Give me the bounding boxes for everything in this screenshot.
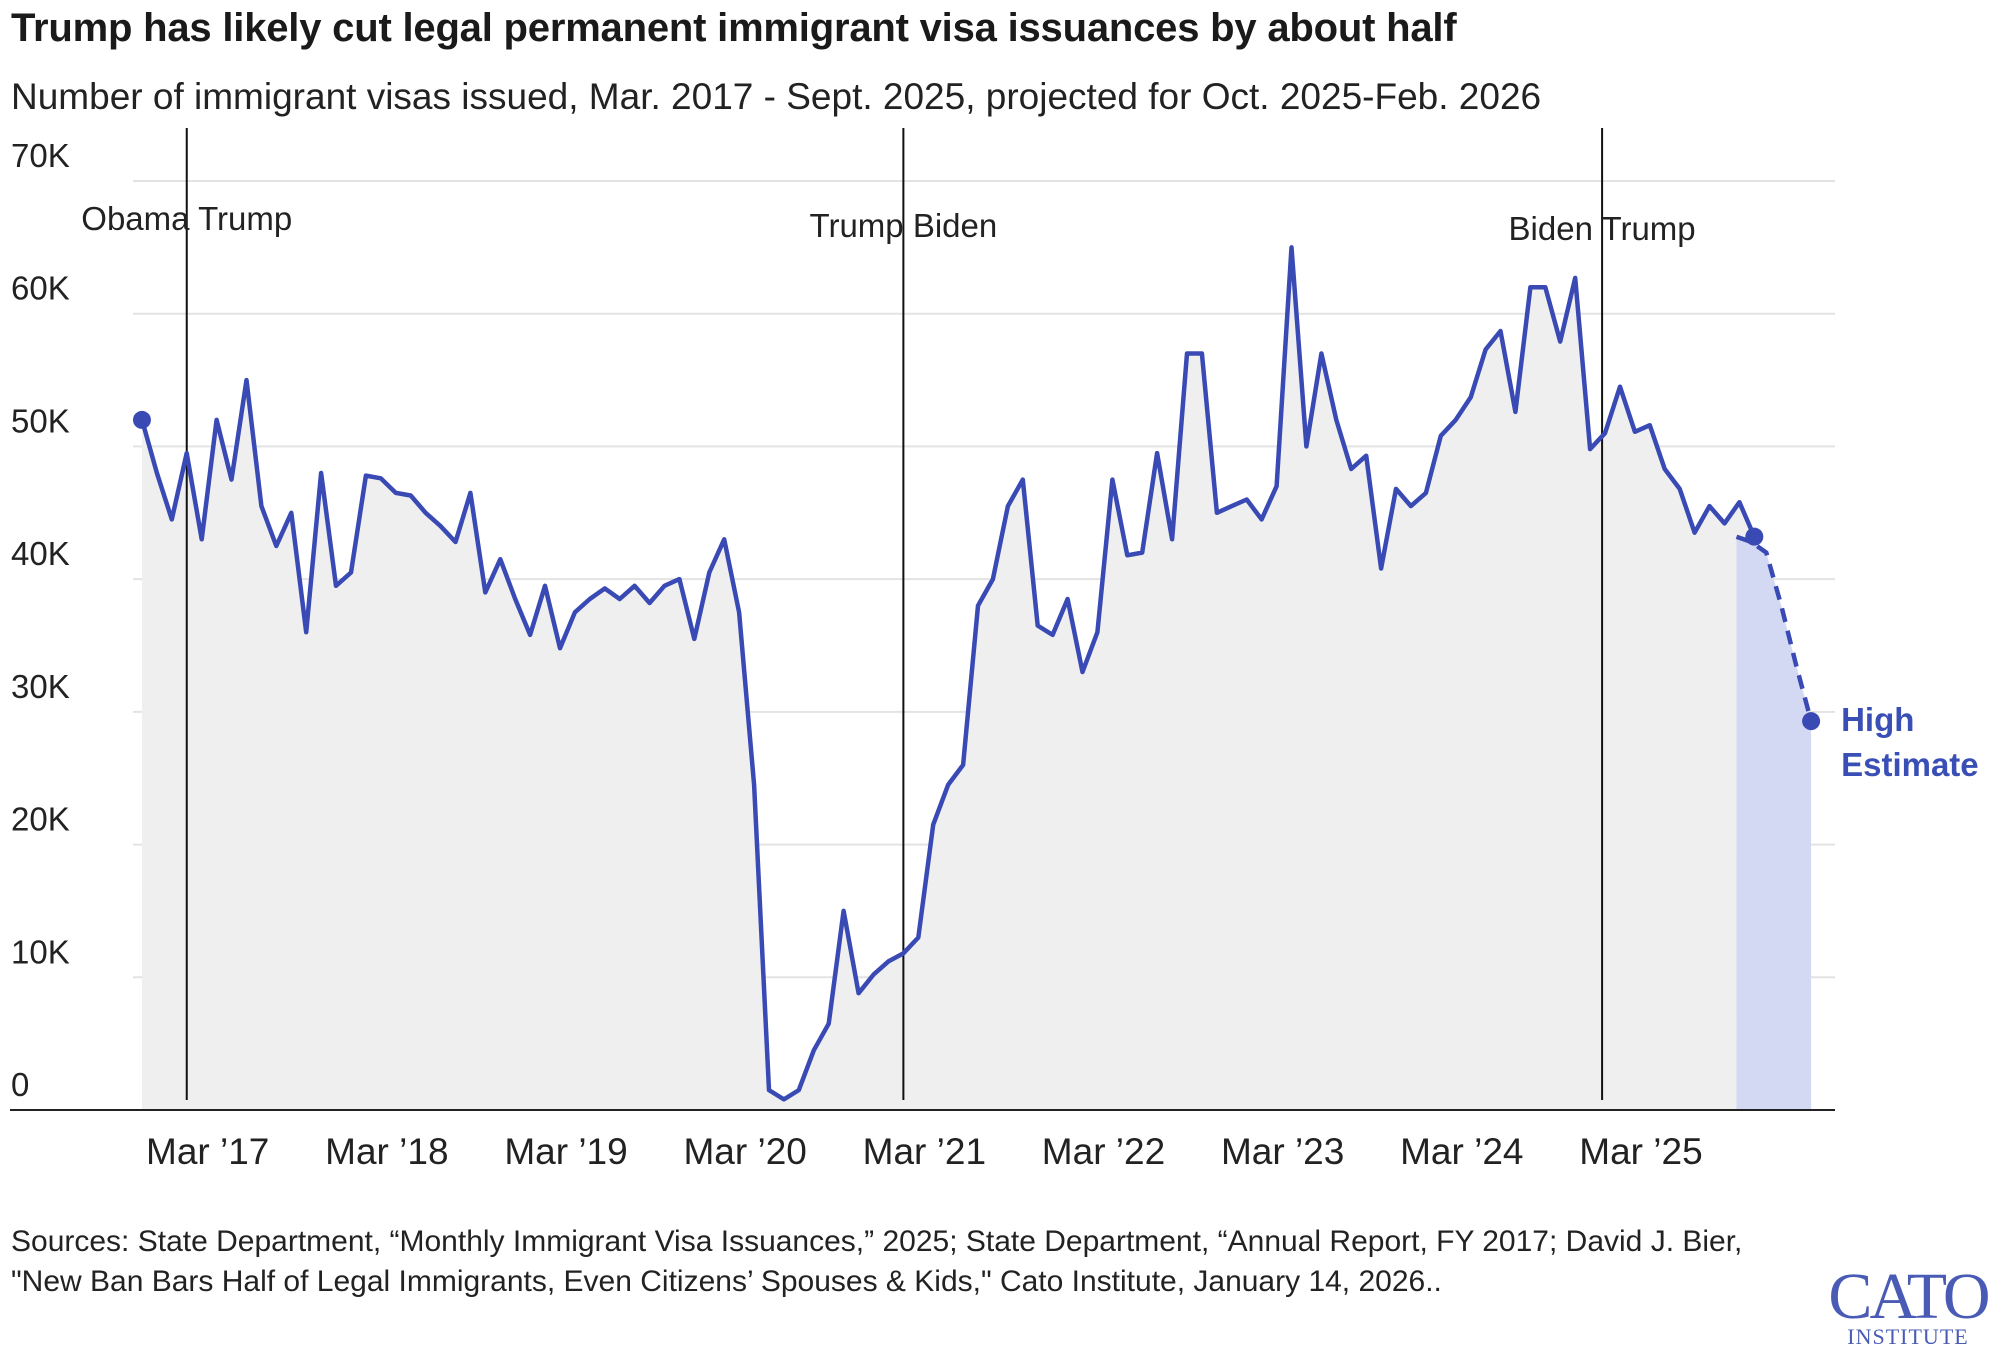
y-tick-label: 10K [11,933,70,970]
actual-area [141,247,1755,1110]
chart-subtitle: Number of immigrant visas issued, Mar. 2… [11,76,1542,117]
high-estimate-point [1802,712,1821,731]
line-chart: 0 10K 20K 30K 40K 50K 60K 70K Obama Trump Trump B… [10,128,1979,1172]
x-tick-label: Mar ’25 [1579,1131,1702,1172]
series-line-actual [139,245,1757,1102]
last-actual-point [1745,527,1764,546]
high-estimate-label: High Estimate [1841,701,1979,783]
logo-subtitle: INSTITUTE [1847,1324,1969,1349]
source-note: Sources: State Department, “Monthly Immi… [11,1225,1743,1298]
x-tick-label: Mar ’18 [325,1131,448,1172]
x-tick-label: Mar ’19 [504,1131,627,1172]
x-tick-label: Mar ’22 [1042,1131,1165,1172]
y-tick-label: 50K [11,402,70,439]
y-tick-label: 30K [11,668,70,705]
era-label-obama-trump: Obama Trump [81,200,292,237]
projection-area [1736,536,1812,1110]
era-label-biden-trump: Biden Trump [1509,210,1696,247]
y-tick-label: 70K [11,137,70,174]
x-tick-label: Mar ’20 [683,1131,806,1172]
cato-logo: CATO INSTITUTE [1828,1260,1990,1349]
x-tick-label: Mar ’17 [146,1131,269,1172]
x-tick-label: Mar ’21 [863,1131,986,1172]
y-tick-label: 60K [11,270,70,307]
x-tick-label: Mar ’24 [1400,1131,1523,1172]
y-tick-label: 40K [11,535,70,572]
era-label-trump-biden: Trump Biden [810,207,998,244]
y-tick-label: 20K [11,801,70,838]
chart-title: Trump has likely cut legal permanent imm… [11,6,1457,50]
x-tick-label: Mar ’23 [1221,1131,1344,1172]
start-point [132,410,151,429]
logo-wordmark: CATO [1828,1260,1990,1333]
y-tick-label: 0 [11,1066,29,1103]
